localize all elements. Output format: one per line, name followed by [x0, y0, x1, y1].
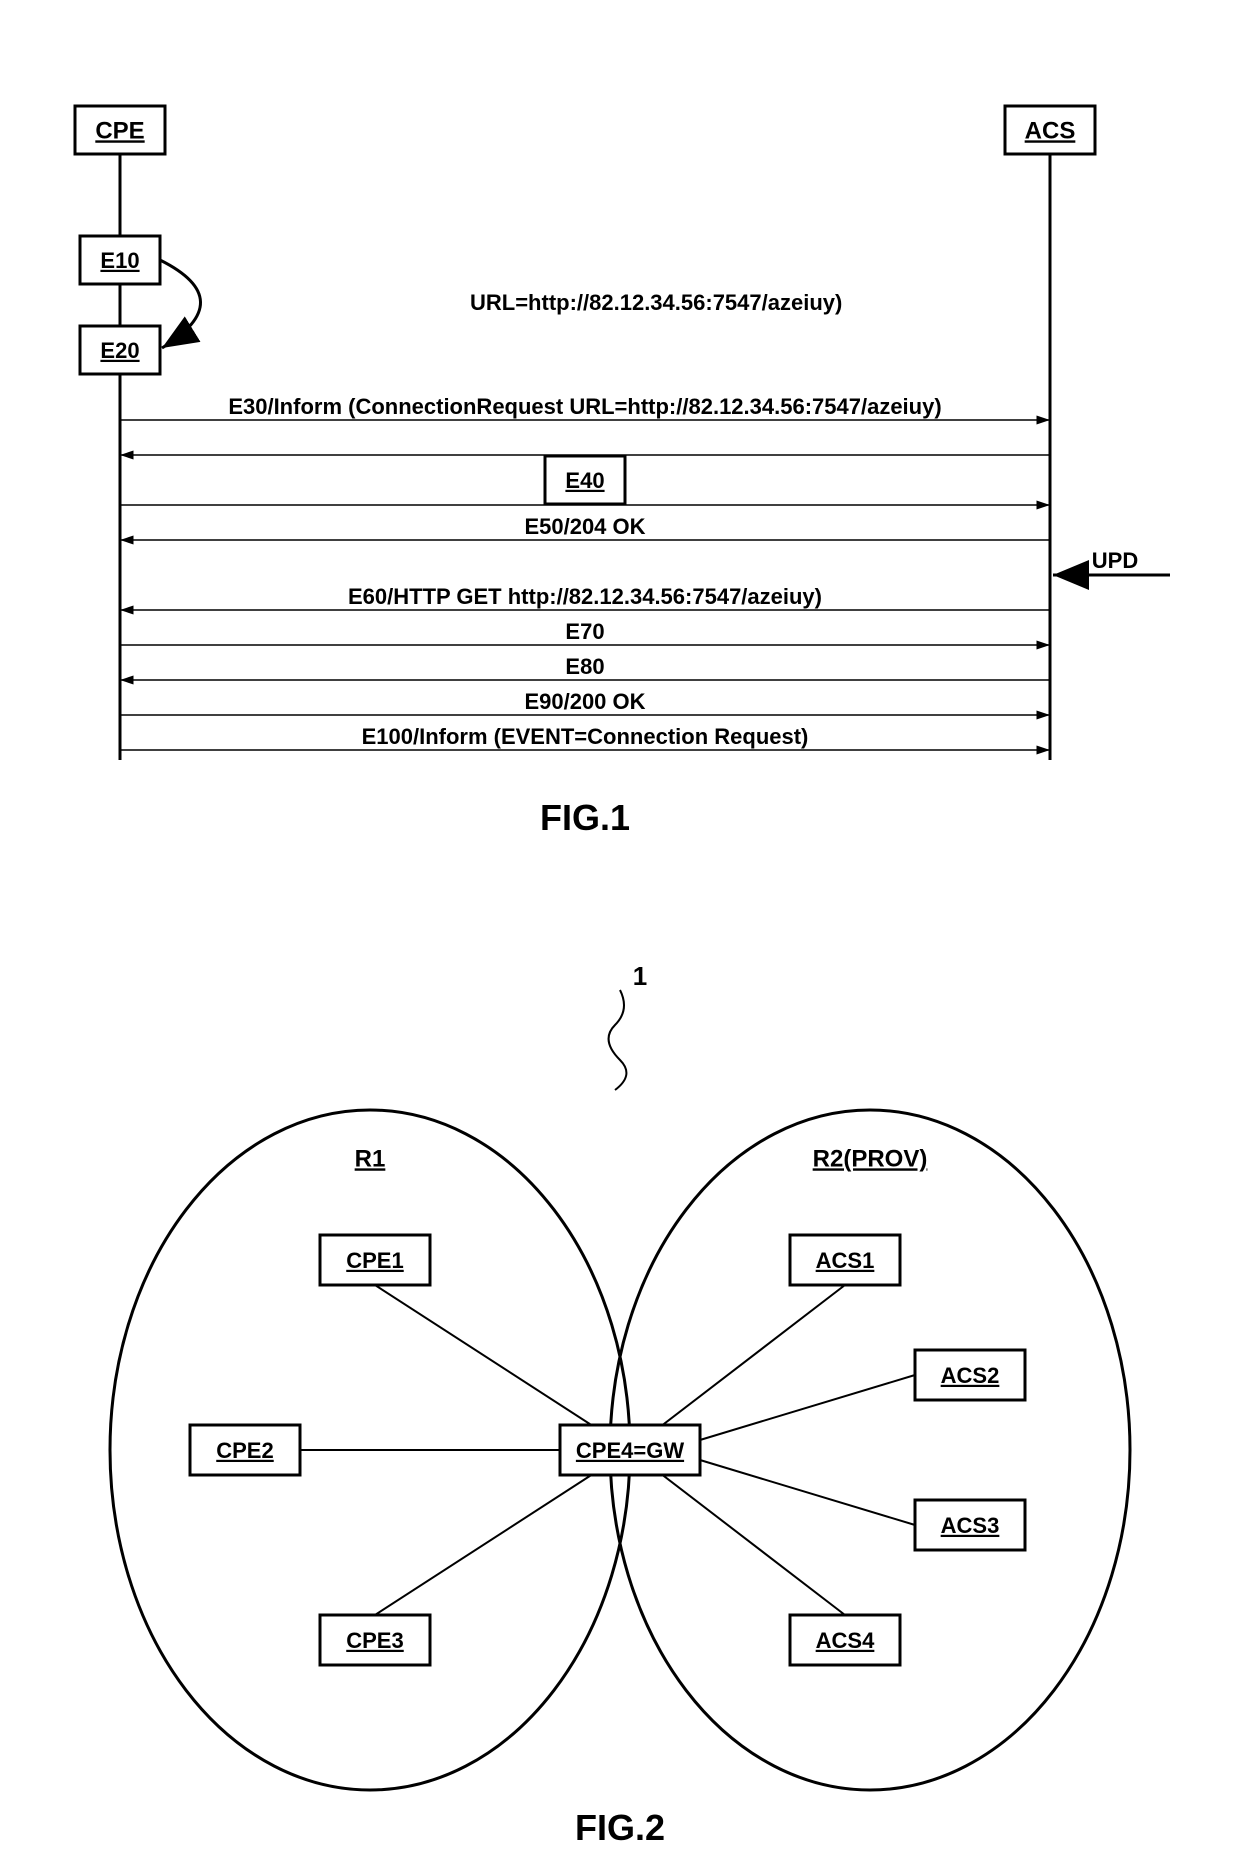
msg-e50-label: E50/204 OK — [524, 514, 645, 539]
node-acs3-label: ACS3 — [941, 1513, 1000, 1538]
fig1: CPE ACS E10 E20 URL=http://82.12.34.56:7… — [75, 106, 1170, 838]
fig2-caption: FIG.2 — [575, 1807, 665, 1848]
node-gw: CPE4=GW — [560, 1425, 700, 1475]
msg-e60-label: E60/HTTP GET http://82.12.34.56:7547/aze… — [348, 584, 822, 609]
msg-e100-label: E100/Inform (EVENT=Connection Request) — [362, 724, 809, 749]
actor-acs: ACS — [1005, 106, 1095, 760]
arc-e10-e20 — [160, 260, 201, 348]
node-acs3: ACS3 — [915, 1500, 1025, 1550]
node-acs1-label: ACS1 — [816, 1248, 875, 1273]
node-cpe3: CPE3 — [320, 1615, 430, 1665]
fig2: 1 R1 R2(PROV) CPE4=GW CPE1 CPE2 — [110, 961, 1130, 1848]
ref-label: 1 — [633, 961, 647, 991]
node-cpe2: CPE2 — [190, 1425, 300, 1475]
msg-e80-label: E80 — [565, 654, 604, 679]
node-cpe3-label: CPE3 — [346, 1628, 403, 1653]
node-cpe1-label: CPE1 — [346, 1248, 403, 1273]
node-acs2-label: ACS2 — [941, 1363, 1000, 1388]
step-e10: E10 — [80, 236, 160, 284]
actor-cpe: CPE — [75, 106, 165, 760]
group-r2-label: R2(PROV) — [813, 1145, 928, 1172]
step-e10-label: E10 — [100, 248, 139, 273]
fig1-caption: FIG.1 — [540, 797, 630, 838]
node-acs4-label: ACS4 — [816, 1628, 875, 1653]
step-e40-label: E40 — [565, 468, 604, 493]
actor-acs-label: ACS — [1025, 117, 1076, 144]
step-e20: E20 — [80, 326, 160, 374]
step-e40: E40 — [545, 456, 625, 504]
msg-e90-label: E90/200 OK — [524, 689, 645, 714]
msg-e30-label: E30/Inform (ConnectionRequest URL=http:/… — [228, 394, 941, 419]
node-cpe1: CPE1 — [320, 1235, 430, 1285]
conn-gw-acs2 — [700, 1375, 915, 1440]
msg-e70-label: E70 — [565, 619, 604, 644]
step-e20-label: E20 — [100, 338, 139, 363]
arc-label: URL=http://82.12.34.56:7547/azeiuy) — [470, 290, 842, 315]
diagram-canvas: CPE ACS E10 E20 URL=http://82.12.34.56:7… — [0, 0, 1240, 1874]
upd-label: UPD — [1092, 548, 1138, 573]
node-acs1: ACS1 — [790, 1235, 900, 1285]
actor-cpe-label: CPE — [95, 117, 144, 144]
node-gw-label: CPE4=GW — [576, 1438, 684, 1463]
conn-gw-acs3 — [700, 1460, 915, 1525]
node-acs2: ACS2 — [915, 1350, 1025, 1400]
node-cpe2-label: CPE2 — [216, 1438, 273, 1463]
ref-squiggle — [609, 990, 627, 1090]
group-r1-label: R1 — [355, 1145, 386, 1172]
node-acs4: ACS4 — [790, 1615, 900, 1665]
